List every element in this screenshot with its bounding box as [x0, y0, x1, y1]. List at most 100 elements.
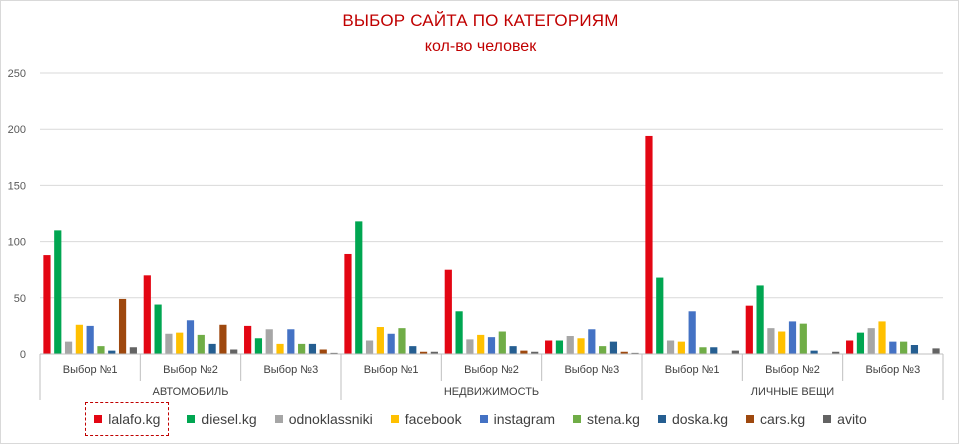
- bar-odnoklassniki: [867, 328, 875, 354]
- legend-label: facebook: [404, 411, 462, 427]
- y-axis-ticks: 0 50 100 150 200 250: [8, 68, 26, 361]
- category-label: Выбор №1: [63, 364, 118, 376]
- bar-cars-kg: [219, 324, 227, 354]
- y-tick-label: 200: [8, 124, 26, 136]
- bar-odnoklassniki: [64, 341, 73, 354]
- legend-label: diesel.kg: [201, 411, 257, 427]
- legend-swatch: [479, 415, 488, 423]
- bar-avito: [330, 352, 338, 354]
- bar-odnoklassniki: [767, 328, 775, 354]
- bar-doska-kg: [108, 350, 116, 354]
- legend-swatch: [823, 415, 832, 423]
- bar-avito: [230, 349, 238, 354]
- bar-diesel-kg: [254, 338, 263, 354]
- bar-facebook: [878, 321, 886, 354]
- bar-stena-kg: [398, 328, 406, 354]
- bar-odnoklassniki: [365, 340, 374, 354]
- bar-facebook: [376, 327, 384, 354]
- bar-avito: [430, 351, 438, 354]
- bar-stena-kg: [900, 341, 908, 354]
- bar-odnoklassniki: [466, 339, 474, 354]
- bar-odnoklassniki: [265, 329, 273, 354]
- bar-instagram: [487, 337, 496, 354]
- bar-avito: [531, 351, 539, 354]
- legend-swatch: [573, 415, 582, 423]
- legend-swatch: [657, 415, 666, 423]
- bar-doska-kg: [810, 350, 818, 354]
- bar-lalafo-kg: [545, 340, 553, 354]
- legend-label: lalafo.kg: [108, 411, 161, 427]
- y-tick-label: 0: [20, 349, 26, 361]
- bar-cars-kg: [118, 298, 127, 354]
- legend-label: doska.kg: [671, 411, 729, 427]
- bar-facebook: [677, 341, 685, 354]
- category-label: Выбор №3: [263, 364, 318, 376]
- bar-diesel-kg: [656, 277, 664, 354]
- bar-facebook: [477, 334, 485, 354]
- bar-facebook: [577, 338, 585, 354]
- bar-cars-kg: [620, 351, 628, 354]
- legend-swatch: [94, 415, 103, 423]
- bar-instagram: [86, 325, 94, 354]
- bar-instagram: [186, 320, 195, 354]
- bar-diesel-kg: [355, 221, 363, 354]
- bar-facebook: [176, 332, 184, 354]
- bar-lalafo-kg: [244, 325, 252, 354]
- bar-diesel-kg: [756, 285, 764, 354]
- bar-diesel-kg: [154, 304, 162, 354]
- bar-avito: [932, 348, 940, 354]
- bar-avito: [731, 350, 739, 354]
- legend-swatch: [390, 415, 399, 423]
- legend-item-instagram: instagram: [479, 407, 555, 431]
- group-label: АВТОМОБИЛЬ: [152, 386, 228, 398]
- bar-doska-kg: [910, 345, 919, 354]
- legend-item-diesel-kg: diesel.kg: [187, 407, 257, 431]
- legend-item-odnoklassniki: odnoklassniki: [274, 407, 373, 431]
- legend-item-doska-kg: doska.kg: [657, 407, 729, 431]
- chart-subtitle: кол-во человек: [424, 38, 537, 55]
- bar-instagram: [287, 329, 295, 354]
- bar-stena-kg: [799, 323, 807, 354]
- legend-item-facebook: facebook: [390, 407, 462, 431]
- bar-doska-kg: [609, 341, 618, 354]
- bar-diesel-kg: [455, 311, 463, 354]
- legend-label: odnoklassniki: [288, 411, 373, 427]
- bar-instagram: [688, 311, 696, 354]
- category-label: Выбор №3: [564, 364, 619, 376]
- bar-doska-kg: [409, 346, 417, 354]
- bar-doska-kg: [308, 343, 317, 354]
- bar-odnoklassniki: [165, 333, 173, 354]
- bar-instagram: [889, 341, 897, 354]
- bar-lalafo-kg: [444, 269, 452, 354]
- bar-stena-kg: [498, 331, 506, 354]
- bar-avito: [631, 352, 639, 354]
- bar-stena-kg: [97, 346, 105, 354]
- legend-label: avito: [837, 411, 867, 427]
- bar-facebook: [778, 331, 786, 354]
- bar-stena-kg: [197, 334, 205, 354]
- x-axis-labels: Выбор №1 Выбор №2 Выбор №3 Выбор №1 Выбор №2…: [63, 364, 920, 398]
- bar-facebook: [75, 324, 83, 354]
- bar-stena-kg: [699, 347, 707, 354]
- legend-item-lalafo-kg: lalafo.kg: [85, 402, 170, 436]
- bar-cars-kg: [419, 351, 428, 354]
- bar-lalafo-kg: [43, 255, 51, 354]
- category-label: Выбор №3: [865, 364, 920, 376]
- bar-cars-kg: [520, 350, 528, 354]
- bar-lalafo-kg: [143, 275, 151, 354]
- bar-lalafo-kg: [344, 253, 352, 354]
- gridlines: [40, 72, 943, 299]
- y-tick-label: 100: [8, 237, 26, 249]
- bar-avito: [832, 351, 840, 354]
- bar-doska-kg: [208, 343, 216, 354]
- bar-avito: [129, 347, 137, 354]
- y-tick-label: 250: [8, 68, 26, 80]
- bar-diesel-kg: [54, 230, 62, 354]
- chart-title: ВЫБОР САЙТА ПО КАТЕГОРИЯМ: [342, 11, 619, 30]
- bar-diesel-kg: [555, 340, 564, 354]
- category-label: Выбор №2: [163, 364, 218, 376]
- legend-swatch: [187, 415, 196, 423]
- legend-item-stena-kg: stena.kg: [573, 407, 640, 431]
